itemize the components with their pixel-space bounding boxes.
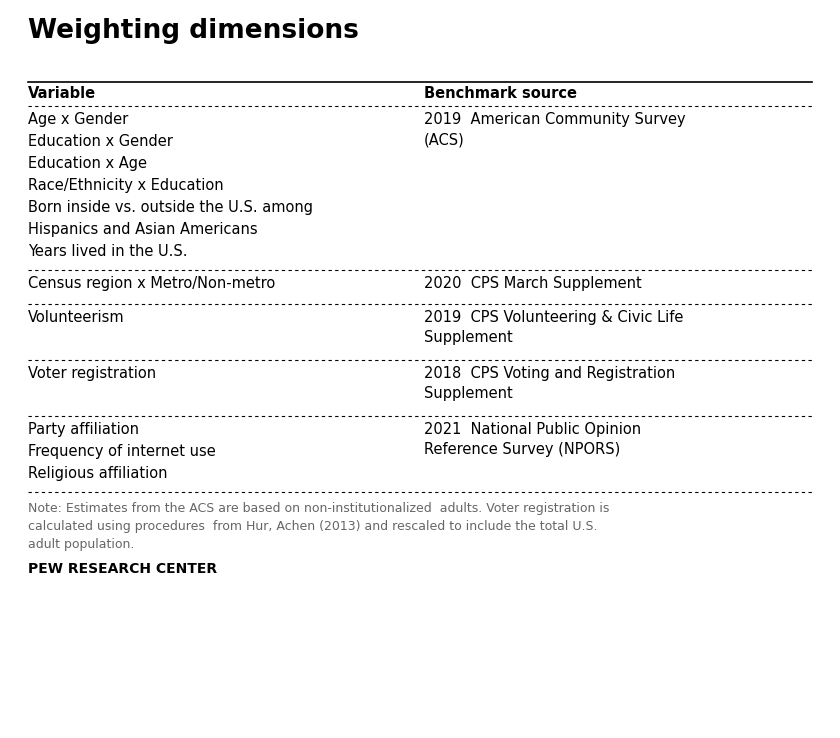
Text: PEW RESEARCH CENTER: PEW RESEARCH CENTER [28, 562, 217, 576]
Text: Education x Age: Education x Age [28, 156, 147, 171]
Text: Frequency of internet use: Frequency of internet use [28, 444, 216, 459]
Text: Voter registration: Voter registration [28, 366, 156, 381]
Text: Weighting dimensions: Weighting dimensions [28, 18, 359, 44]
Text: Race/Ethnicity x Education: Race/Ethnicity x Education [28, 178, 223, 193]
Text: Hispanics and Asian Americans: Hispanics and Asian Americans [28, 222, 258, 237]
Text: 2019  American Community Survey
(ACS): 2019 American Community Survey (ACS) [424, 112, 685, 148]
Text: Volunteerism: Volunteerism [28, 310, 124, 325]
Text: 2021  National Public Opinion
Reference Survey (NPORS): 2021 National Public Opinion Reference S… [424, 422, 641, 458]
Text: Years lived in the U.S.: Years lived in the U.S. [28, 244, 187, 259]
Text: Religious affiliation: Religious affiliation [28, 466, 167, 481]
Text: Note: Estimates from the ACS are based on non-institutionalized  adults. Voter r: Note: Estimates from the ACS are based o… [28, 502, 609, 551]
Text: Census region x Metro/Non-metro: Census region x Metro/Non-metro [28, 276, 276, 291]
Text: Education x Gender: Education x Gender [28, 134, 173, 149]
Text: 2018  CPS Voting and Registration
Supplement: 2018 CPS Voting and Registration Supplem… [424, 366, 675, 401]
Text: Variable: Variable [28, 86, 96, 101]
Text: Born inside vs. outside the U.S. among: Born inside vs. outside the U.S. among [28, 200, 313, 215]
Text: Benchmark source: Benchmark source [424, 86, 577, 101]
Text: 2019  CPS Volunteering & Civic Life
Supplement: 2019 CPS Volunteering & Civic Life Suppl… [424, 310, 684, 345]
Text: 2020  CPS March Supplement: 2020 CPS March Supplement [424, 276, 642, 291]
Text: Party affiliation: Party affiliation [28, 422, 139, 437]
Text: Age x Gender: Age x Gender [28, 112, 129, 127]
